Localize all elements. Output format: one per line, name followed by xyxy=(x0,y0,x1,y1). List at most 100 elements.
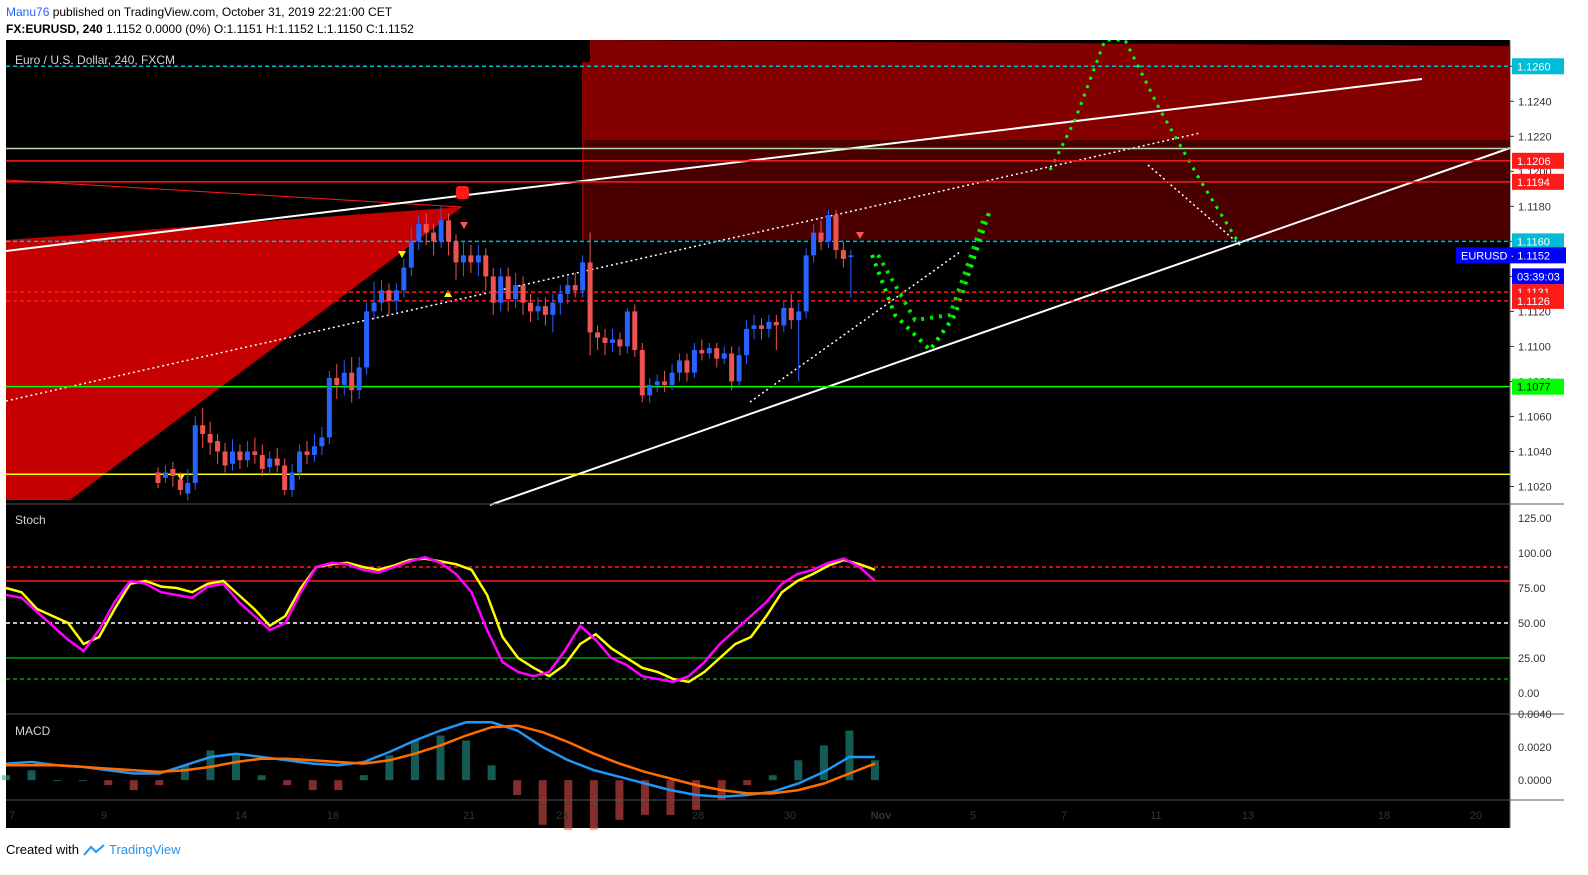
macd-histogram-bar xyxy=(436,735,445,781)
price-label-text: 03:39:03 xyxy=(1517,271,1560,283)
macd-series-line xyxy=(5,721,875,798)
macd-histogram-bar xyxy=(564,780,573,830)
price-label-text: 1.1194 xyxy=(1517,177,1550,189)
macd-histogram-bar xyxy=(180,765,189,781)
upper-trendline xyxy=(5,78,1423,252)
time-tick-label: 28 xyxy=(692,810,704,822)
candle xyxy=(647,384,653,396)
candle xyxy=(289,472,295,490)
candle xyxy=(773,321,779,326)
candle xyxy=(565,285,571,294)
candle xyxy=(326,377,332,438)
candle xyxy=(386,290,392,301)
candle xyxy=(781,307,787,326)
macd-histogram-bar xyxy=(845,730,854,781)
candle xyxy=(721,353,727,359)
author-link[interactable]: Manu76 xyxy=(6,5,50,19)
time-tick-label: 9 xyxy=(101,810,107,822)
candle xyxy=(393,290,399,301)
price-label-badge xyxy=(1512,58,1564,75)
green-projection-path-2 xyxy=(876,214,987,323)
candle xyxy=(826,215,831,242)
candle xyxy=(557,293,563,303)
candle xyxy=(706,348,712,354)
stoch-tick-label: 125.00 xyxy=(1518,513,1552,525)
dotted-channel-lower xyxy=(749,251,961,403)
candle xyxy=(840,250,846,259)
candle xyxy=(431,232,437,242)
candle xyxy=(334,377,340,385)
price-label-text: 1.1160 xyxy=(1517,236,1550,248)
candle xyxy=(304,451,310,455)
price-label-text: 1.1077 xyxy=(1517,382,1551,394)
candle xyxy=(505,276,511,300)
price-tick-label: 1.1240 xyxy=(1518,96,1552,108)
macd-histogram-bar xyxy=(589,780,598,830)
candle xyxy=(252,451,258,455)
macd-histogram-bar xyxy=(129,780,138,791)
candle xyxy=(744,328,750,356)
candle xyxy=(371,302,377,312)
candle xyxy=(192,425,198,483)
dotted-projection xyxy=(1147,164,1241,246)
publish-header: Manu76 published on TradingView.com, Oct… xyxy=(6,4,414,38)
candle xyxy=(550,302,556,315)
macd-histogram-bar xyxy=(27,770,36,781)
horizontal-levels xyxy=(6,65,1510,475)
stoch-tick-label: 100.00 xyxy=(1518,548,1552,560)
price-tick-label: 1.1220 xyxy=(1518,131,1552,143)
macd-histogram-bar xyxy=(640,780,649,815)
green-projection-path-1 xyxy=(870,209,992,354)
price-tick-label: 1.1040 xyxy=(1518,446,1552,458)
time-axis-ticks: 7 9 14 16 21 23 28 30 Nov 5 7 11 13 18 20 xyxy=(9,810,1482,822)
candle xyxy=(408,241,414,268)
candle xyxy=(662,381,668,385)
candle xyxy=(788,307,794,321)
candle xyxy=(185,482,191,494)
time-tick-label: 21 xyxy=(463,810,475,822)
stoch-tick-label: 75.00 xyxy=(1518,583,1546,595)
macd-histogram-bar xyxy=(666,780,675,815)
symbol-label: FX:EURUSD, 240 xyxy=(6,22,103,36)
macd-histogram-bar xyxy=(308,780,317,791)
candle xyxy=(237,451,243,461)
footer-brand[interactable]: TradingView xyxy=(108,842,181,857)
candle xyxy=(222,451,228,466)
ohlc-values: 1.1152 0.0000 (0%) O:1.1151 H:1.1152 L:1… xyxy=(106,22,414,36)
candle xyxy=(632,311,638,350)
macd-title: MACD xyxy=(15,724,51,738)
publish-info: published on TradingView.com, October 31… xyxy=(49,5,393,19)
time-tick-label: 14 xyxy=(235,810,247,822)
time-tick-label: Nov xyxy=(871,810,893,822)
price-label-badge xyxy=(1512,152,1564,169)
stoch-series-line xyxy=(5,555,876,684)
macd-histogram-bar xyxy=(334,780,343,791)
price-tick-label: 1.1180 xyxy=(1518,201,1551,213)
footer: Created with TradingView xyxy=(6,842,181,857)
tradingview-logo-icon xyxy=(83,843,105,856)
macd-tick-label: 0.0040 xyxy=(1518,709,1552,721)
macd-histogram-bar xyxy=(104,780,113,786)
price-label-badge xyxy=(1512,173,1564,190)
candle xyxy=(200,425,206,434)
time-tick-label: 23 xyxy=(556,810,568,822)
price-chart[interactable]: Euro / U.S. Dollar, 240, FXCM 1.1020 1.10… xyxy=(0,40,1588,830)
candle xyxy=(811,232,817,256)
stoch-tick-label: 50.00 xyxy=(1518,618,1546,630)
macd-histogram-bar xyxy=(538,780,547,825)
alert-marker[interactable] xyxy=(456,186,469,199)
candle xyxy=(297,451,303,473)
candle xyxy=(170,468,176,476)
candle xyxy=(230,451,235,464)
price-label-text: 1.1260 xyxy=(1517,61,1551,73)
candle xyxy=(542,306,548,315)
macd-histogram-bar xyxy=(794,760,803,781)
candle xyxy=(416,223,422,242)
candle xyxy=(803,255,809,312)
price-tick-label: 1.1120 xyxy=(1518,306,1551,318)
macd-histogram-bar xyxy=(462,740,471,781)
candle xyxy=(438,220,444,242)
candle xyxy=(699,349,705,354)
time-tick-label: 11 xyxy=(1150,810,1161,822)
candle xyxy=(751,325,757,329)
